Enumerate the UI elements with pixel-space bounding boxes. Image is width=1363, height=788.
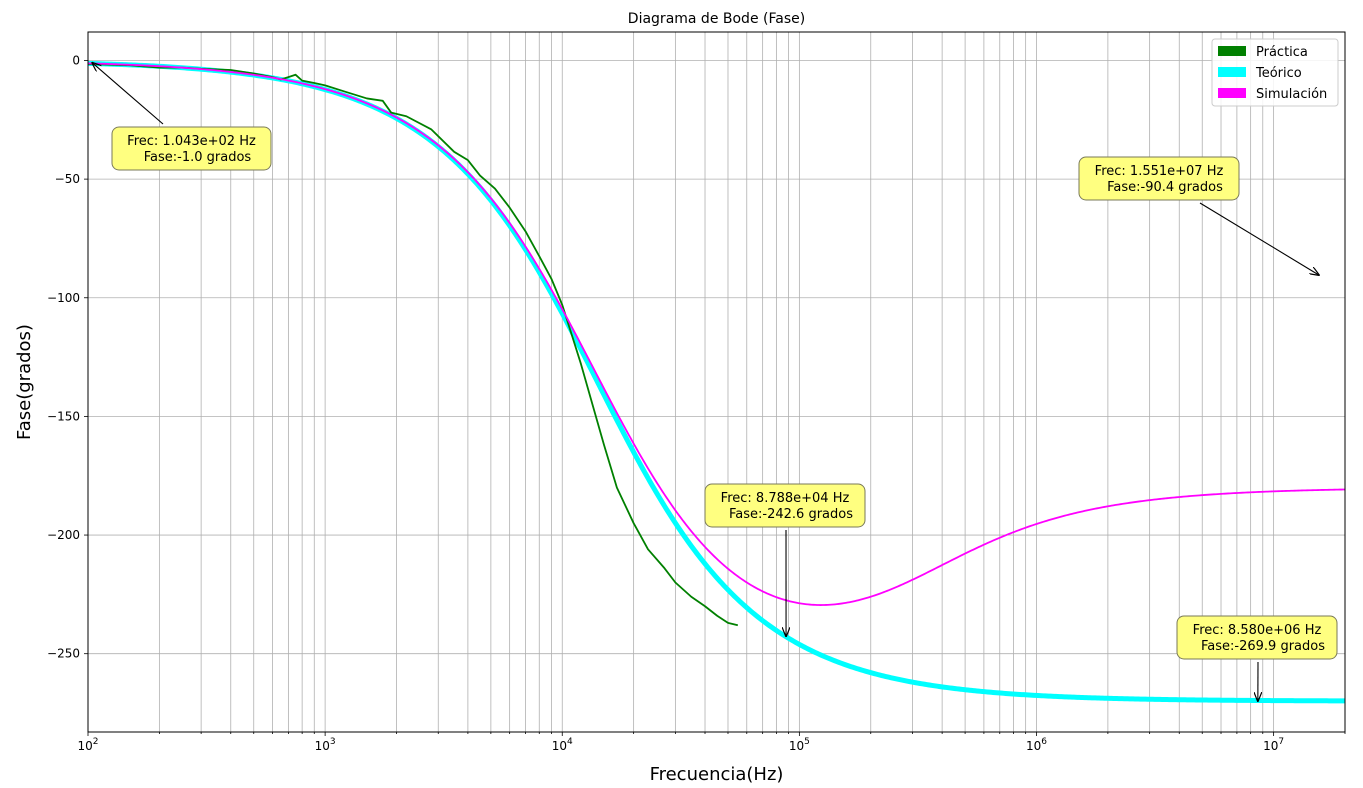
annotation-phase: Fase:-242.6 grados — [729, 507, 853, 522]
y-tick-label: −50 — [55, 172, 80, 186]
y-tick-label: −250 — [47, 647, 80, 661]
x-tick-label: 102 — [77, 737, 98, 753]
annotation-freq: Frec: 8.788e+04 Hz — [721, 491, 850, 506]
x-tick-label: 107 — [1263, 737, 1284, 753]
legend-swatch — [1218, 88, 1246, 98]
annotation-box — [704, 483, 866, 528]
annotation-freq: Frec: 1.043e+02 Hz — [127, 134, 256, 149]
y-tick-label: 0 — [72, 53, 80, 67]
annotation-box — [111, 126, 272, 171]
y-tick-label: −200 — [47, 528, 80, 542]
legend: Práctica Teórico Simulación — [1211, 38, 1339, 107]
annotation-freq: Frec: 8.580e+06 Hz — [1193, 623, 1322, 638]
annotation-arrow — [1199, 202, 1319, 275]
series-line-simulacin — [88, 62, 1345, 606]
chart-title: Diagrama de Bode (Fase) — [628, 11, 805, 27]
y-axis-title: Fase(grados) — [14, 324, 35, 440]
x-tick-label: 106 — [1026, 737, 1047, 753]
annotation-phase: Fase:-1.0 grados — [144, 150, 252, 165]
legend-label: Teórico — [1255, 66, 1302, 81]
x-tick-label: 104 — [552, 737, 573, 753]
x-tick-label: 105 — [789, 737, 810, 753]
annotation-freq: Frec: 1.551e+07 Hz — [1095, 164, 1224, 179]
x-tick-label: 103 — [315, 737, 336, 753]
legend-label: Práctica — [1256, 45, 1308, 60]
legend-label: Simulación — [1256, 87, 1327, 102]
axis-ticks: 102 103 104 105 106 107 0 −50 −100 −150 −200 −250 — [47, 53, 1346, 753]
series-layer — [88, 60, 1345, 704]
y-tick-label: −150 — [47, 409, 80, 423]
plot-frame — [87, 31, 1346, 733]
annotation-box — [1078, 156, 1240, 201]
x-axis-title: Frecuencia(Hz) — [650, 764, 784, 785]
annotation-phase: Fase:-90.4 grados — [1107, 180, 1223, 195]
annotation-box — [1176, 615, 1338, 660]
legend-swatch — [1218, 67, 1246, 77]
legend-swatch — [1218, 46, 1246, 56]
annotation-phase: Fase:-269.9 grados — [1201, 639, 1325, 654]
annotation-arrow — [92, 63, 164, 125]
y-tick-label: −100 — [47, 291, 80, 305]
grid — [87, 32, 1346, 732]
